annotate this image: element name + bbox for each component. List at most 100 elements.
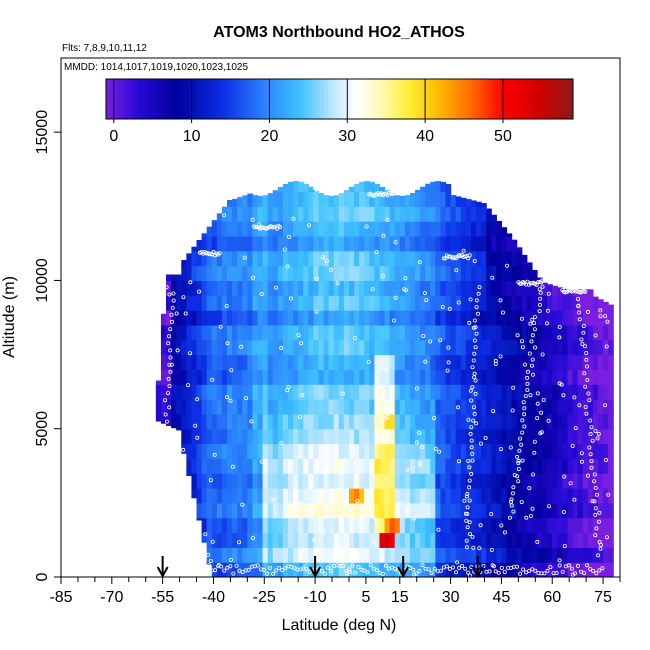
heat-cell bbox=[506, 399, 513, 415]
heat-cell bbox=[415, 310, 421, 326]
heat-cell bbox=[221, 324, 228, 341]
heat-cell bbox=[374, 265, 381, 282]
heat-cell bbox=[592, 532, 599, 548]
heat-cell bbox=[277, 235, 284, 252]
heat-cell bbox=[450, 206, 457, 222]
heat-cell bbox=[242, 221, 248, 237]
track-point bbox=[438, 338, 443, 343]
heat-cell bbox=[389, 532, 396, 548]
x-tick-label: -40 bbox=[202, 589, 225, 606]
track-point bbox=[498, 354, 503, 359]
heat-cell bbox=[369, 339, 375, 356]
heat-cell bbox=[277, 488, 284, 504]
colorbar-segment bbox=[106, 79, 111, 119]
heat-cell bbox=[359, 181, 365, 193]
heat-cell bbox=[221, 235, 228, 252]
heat-cell bbox=[216, 265, 223, 282]
track-point bbox=[472, 411, 477, 416]
heat-cell bbox=[511, 399, 518, 415]
heat-cell bbox=[303, 191, 309, 207]
heat-cell bbox=[415, 399, 421, 415]
heat-cell bbox=[303, 265, 309, 282]
heat-cell bbox=[232, 384, 238, 400]
heat-cell bbox=[338, 428, 345, 445]
track-point bbox=[545, 568, 550, 573]
colorbar-segment bbox=[234, 79, 239, 119]
colorbar-segment bbox=[288, 79, 294, 119]
heat-cell bbox=[516, 443, 523, 459]
heat-cell bbox=[506, 413, 513, 430]
x-axis: -85 -70 -55 -40 -25 -10 5 15 30 45 60 75 bbox=[49, 577, 621, 606]
heat-cell bbox=[526, 384, 533, 400]
heat-cell bbox=[425, 295, 431, 311]
track-point bbox=[585, 377, 590, 382]
heat-cell bbox=[247, 206, 254, 222]
heat-cell bbox=[287, 502, 294, 519]
track-point bbox=[271, 497, 276, 502]
heat-cell bbox=[572, 502, 579, 519]
heat-cell bbox=[430, 295, 436, 311]
track-point bbox=[521, 567, 526, 572]
heat-cell bbox=[399, 443, 406, 459]
heat-cell bbox=[369, 517, 375, 534]
heat-cell bbox=[227, 250, 233, 267]
heat-cell bbox=[450, 413, 457, 430]
heat-cell bbox=[338, 473, 345, 489]
heat-cell bbox=[491, 458, 497, 474]
heat-cell bbox=[262, 295, 269, 311]
heat-cell bbox=[465, 354, 472, 370]
heat-cell bbox=[242, 295, 248, 311]
track-point bbox=[508, 499, 513, 504]
heat-cell bbox=[211, 547, 218, 563]
heat-cell bbox=[481, 310, 487, 326]
heat-cell bbox=[323, 295, 330, 311]
heat-cell bbox=[323, 384, 330, 400]
heat-cell bbox=[552, 428, 558, 445]
heat-cell bbox=[384, 428, 391, 445]
heat-cell bbox=[450, 473, 457, 489]
heat-cell bbox=[206, 413, 213, 430]
heat-cell bbox=[308, 369, 314, 385]
heat-cell bbox=[486, 488, 492, 504]
heat-cell bbox=[171, 413, 177, 429]
heat-cell bbox=[176, 428, 182, 431]
heat-cell bbox=[343, 517, 350, 534]
heat-cell bbox=[603, 339, 609, 356]
track-point bbox=[445, 368, 450, 373]
heat-cell bbox=[404, 488, 411, 504]
heat-cell bbox=[211, 458, 218, 474]
heat-cell bbox=[465, 369, 472, 385]
heat-cell bbox=[552, 473, 558, 489]
heat-cell bbox=[308, 488, 314, 504]
track-point bbox=[541, 397, 546, 402]
heat-cell bbox=[232, 502, 238, 519]
heat-cell bbox=[308, 186, 314, 193]
heat-cell bbox=[445, 235, 452, 252]
heat-cell bbox=[343, 354, 350, 370]
heat-cell bbox=[348, 369, 355, 385]
heat-cell bbox=[521, 547, 528, 563]
heat-cell bbox=[435, 369, 442, 385]
heat-cell bbox=[328, 532, 335, 548]
heat-cell bbox=[542, 547, 548, 563]
heat-cell bbox=[160, 384, 167, 400]
heat-cell bbox=[481, 562, 487, 577]
track-point bbox=[239, 344, 244, 349]
heat-cell bbox=[267, 280, 274, 296]
track-point bbox=[538, 431, 543, 436]
heat-cell bbox=[501, 473, 508, 489]
heat-cell bbox=[501, 295, 508, 311]
heat-cell bbox=[506, 339, 513, 356]
heat-cell bbox=[282, 502, 289, 519]
heat-cell bbox=[257, 532, 264, 548]
heat-cell bbox=[404, 310, 411, 326]
heat-cell bbox=[603, 562, 609, 577]
heat-cell bbox=[501, 458, 508, 474]
track-point bbox=[604, 344, 609, 349]
heat-cell bbox=[455, 562, 462, 577]
colorbar-segment bbox=[475, 79, 481, 119]
heat-cell bbox=[399, 369, 406, 385]
track-point bbox=[457, 459, 462, 464]
heat-cell bbox=[252, 384, 259, 400]
heat-cell bbox=[567, 295, 574, 311]
